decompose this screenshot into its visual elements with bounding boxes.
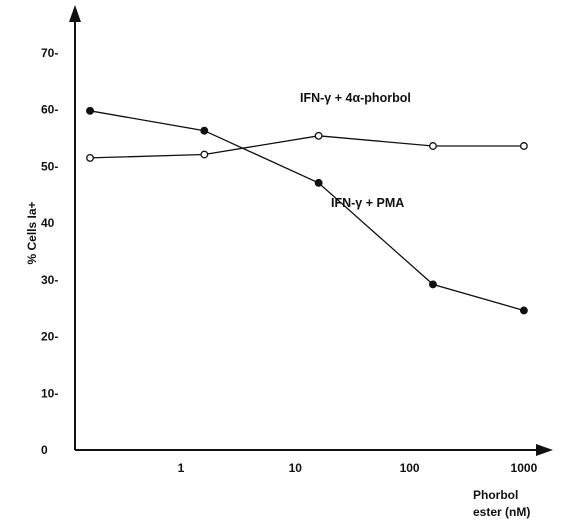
- data-point: [314, 131, 323, 140]
- x-axis-label-line-2: ester (nM): [473, 505, 530, 519]
- series-label-pma: IFN-γ + PMA: [331, 196, 404, 210]
- x-tick-label: 1: [178, 461, 185, 475]
- data-point: [519, 306, 528, 315]
- data-point: [519, 142, 528, 150]
- data-point: [200, 150, 209, 159]
- y-tick-label: 10-: [41, 386, 58, 400]
- y-tick-label: 20-: [41, 330, 58, 344]
- data-point: [86, 153, 94, 162]
- y-tick-label: 50-: [41, 159, 58, 173]
- x-tick-label: 10: [289, 461, 303, 475]
- x-tick-labels: 1 10 100 1000: [178, 461, 538, 475]
- data-point: [200, 126, 209, 135]
- y-tick-label: 30-: [41, 273, 58, 287]
- data-point: [86, 106, 94, 115]
- series-line-1: [89, 135, 524, 159]
- y-tick-labels: 0 10- 20- 30- 40 50- 60- 70-: [41, 46, 58, 457]
- series-layer: [86, 106, 528, 315]
- data-point: [428, 142, 437, 150]
- data-point: [428, 280, 437, 289]
- x-tick-label: 100: [400, 461, 420, 475]
- series-label-4a-phorbol: IFN-γ + 4α-phorbol: [300, 91, 411, 105]
- y-axis-arrowhead: [69, 5, 81, 22]
- data-point: [314, 178, 323, 187]
- x-tick-label: 1000: [511, 461, 538, 475]
- x-axis-label-line-1: Phorbol: [473, 488, 518, 502]
- x-axis-arrowhead: [536, 444, 553, 456]
- y-axis-label: % Cells Ia+: [25, 201, 39, 264]
- axes: [69, 5, 553, 456]
- y-tick-label: 0: [41, 443, 48, 457]
- y-tick-label: 40: [41, 216, 55, 230]
- y-tick-label: 70-: [41, 46, 58, 60]
- y-tick-label: 60-: [41, 103, 58, 117]
- series-line-2: [89, 110, 525, 312]
